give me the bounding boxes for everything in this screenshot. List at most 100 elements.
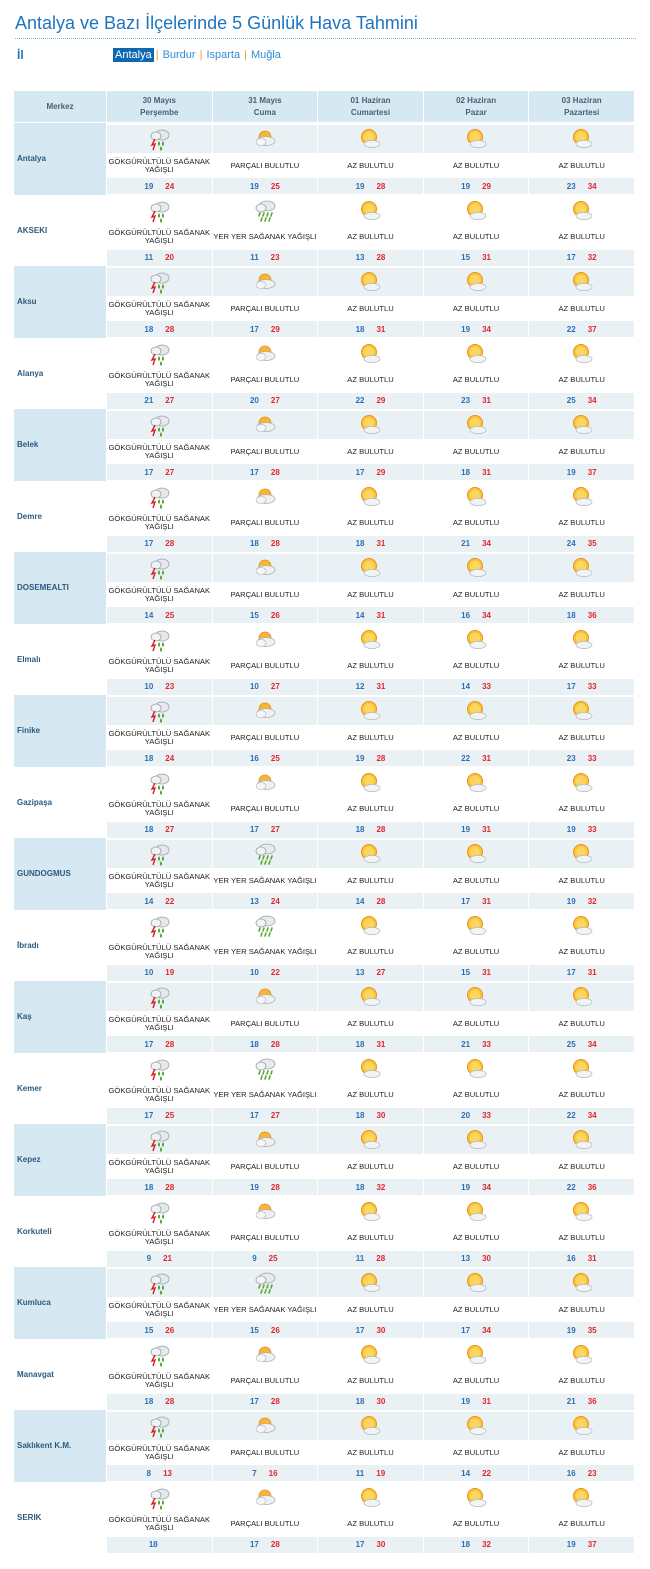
min-temp: 12 [355,682,365,691]
min-temp: 21 [461,1039,471,1049]
min-temp: 21 [566,1397,576,1406]
forecast-row: Antalya GÖKGÜRÜLTÜLÜ SAĞANAK YAĞIŞLI 19 24 P… [14,123,634,195]
min-temp: 18 [144,1397,154,1406]
max-temp: 27 [270,396,280,405]
temperature-range: 14 28 [318,893,423,909]
condition-text: PARÇALI BULUTLU [230,518,300,527]
condition-text: AZ BULUTLU [347,232,394,241]
temperature-range: 18 32 [423,1536,529,1553]
temperature-range: 14 33 [423,678,529,695]
condition-text: PARÇALI BULUTLU [230,1519,300,1528]
condition-text: AZ BULUTLU [452,1233,500,1242]
temperature-range: 17 28 [107,1036,212,1052]
temperature-range: 17 30 [318,1536,423,1553]
province-link-mugla[interactable]: Muğla [250,49,281,61]
condition-text: GÖKGÜRÜLTÜLÜ SAĞANAK YAĞIŞLI [107,582,212,607]
max-temp: 34 [482,1325,491,1335]
condition-text: PARÇALI BULUTLU [212,296,318,321]
max-temp: 34 [482,324,491,334]
temperature-range: 15 31 [423,249,529,266]
forecast-cell: AZ BULUTLU 25 34 [529,338,634,410]
min-temp: 13 [249,896,259,906]
title-divider [15,38,636,39]
min-temp: 21 [461,539,471,548]
condition-text: GÖKGÜRÜLTÜLÜ SAĞANAK YAĞIŞLI [107,1440,212,1465]
condition-text: AZ BULUTLU [452,518,500,527]
temperature-range: 21 34 [423,535,529,552]
province-link-isparta[interactable]: Isparta [206,49,241,61]
temperature-range: 17 25 [107,1107,212,1124]
max-temp: 22 [165,896,175,906]
max-temp: 28 [165,1397,175,1406]
min-temp: 23 [461,396,471,405]
forecast-row: Finike GÖKGÜRÜLTÜLÜ SAĞANAK YAĞIŞLI 18 24 PA… [14,695,634,767]
temperature-range: 18 32 [318,1179,423,1195]
temperature-range: 18 28 [212,1036,318,1052]
forecast-cell: GÖKGÜRÜLTÜLÜ SAĞANAK YAĞIŞLI 19 24 [107,123,212,195]
mostly-sunny-icon [318,411,423,439]
forecast-cell: AZ BULUTLU 19 28 [318,123,423,195]
temperature-range: 18 28 [107,1179,212,1195]
max-temp: 31 [376,682,386,691]
max-temp: 27 [270,825,280,834]
city-name: Demre [14,480,106,552]
condition-text: GÖKGÜRÜLTÜLÜ SAĞANAK YAĞIŞLI [108,228,211,245]
thunderstorm-icon [107,840,212,868]
condition-text: AZ BULUTLU [558,1090,605,1099]
province-link-antalya[interactable]: Antalya [113,48,154,62]
forecast-row: Gazipaşa GÖKGÜRÜLTÜLÜ SAĞANAK YAĞIŞLI 18 27… [14,766,634,838]
max-temp: 35 [587,539,597,548]
forecast-cell: AZ BULUTLU 14 31 [318,552,423,624]
showers-icon [252,912,278,940]
condition-text: AZ BULUTLU [423,1440,529,1465]
mostly-sunny-icon [318,1269,423,1297]
mostly-sunny-icon [423,1412,529,1440]
min-temp: 16 [566,1254,576,1263]
temperature-range: 10 22 [212,964,318,981]
condition-text: AZ BULUTLU [423,1154,529,1179]
partly-cloudy-icon [252,340,278,368]
thunderstorm-icon [146,626,172,654]
max-temp: 31 [376,539,386,548]
mostly-sunny-icon [463,1055,489,1083]
mostly-sunny-icon [569,483,595,511]
city-name: Alanya [14,337,106,409]
temperature-range: 17 28 [212,1536,318,1553]
province-link-burdur[interactable]: Burdur [162,49,196,61]
mostly-sunny-icon [357,1055,383,1083]
temperature-range: 19 31 [423,1393,529,1410]
city-name: AKSEKI [14,194,106,266]
mostly-sunny-icon [357,340,383,368]
min-temp: 22 [566,1182,576,1192]
column-header-day-3: 01 Haziran Cumartesi [318,91,423,123]
condition-text: AZ BULUTLU [529,153,634,178]
forecast-row: Kaş GÖKGÜRÜLTÜLÜ SAĞANAK YAĞIŞLI 17 28 PARÇA… [14,981,634,1053]
condition-text: AZ BULUTLU [318,1154,423,1179]
partly-cloudy-icon [212,983,318,1011]
temperature-range: 13 28 [318,249,423,266]
max-temp: 33 [587,753,597,763]
showers-icon [252,197,278,225]
forecast-cell: PARÇALI BULUTLU 18 28 [212,481,318,553]
temperature-range: 22 29 [318,392,423,409]
max-temp: 19 [165,968,175,977]
max-temp: 25 [270,753,280,763]
min-temp: 8 [146,1468,152,1478]
condition-text: AZ BULUTLU [423,582,529,607]
condition-text: GÖKGÜRÜLTÜLÜ SAĞANAK YAĞIŞLI [107,1297,212,1322]
min-temp: 18 [355,324,365,334]
min-temp: 19 [461,181,471,191]
forecast-cell: AZ BULUTLU 14 33 [423,624,529,696]
city-name: Korkuteli [14,1195,106,1267]
partly-cloudy-icon [212,268,318,296]
max-temp: 31 [482,968,491,977]
condition-text: PARÇALI BULUTLU [230,804,300,813]
mostly-sunny-icon [529,1412,634,1440]
max-temp: 28 [270,1039,280,1049]
mostly-sunny-icon [423,697,529,725]
min-temp: 18 [249,539,259,548]
temperature-range: 17 34 [423,1322,529,1338]
condition-text: GÖKGÜRÜLTÜLÜ SAĞANAK YAĞIŞLI [107,153,212,178]
max-temp: 31 [482,1397,491,1406]
condition-text: AZ BULUTLU [558,804,605,813]
